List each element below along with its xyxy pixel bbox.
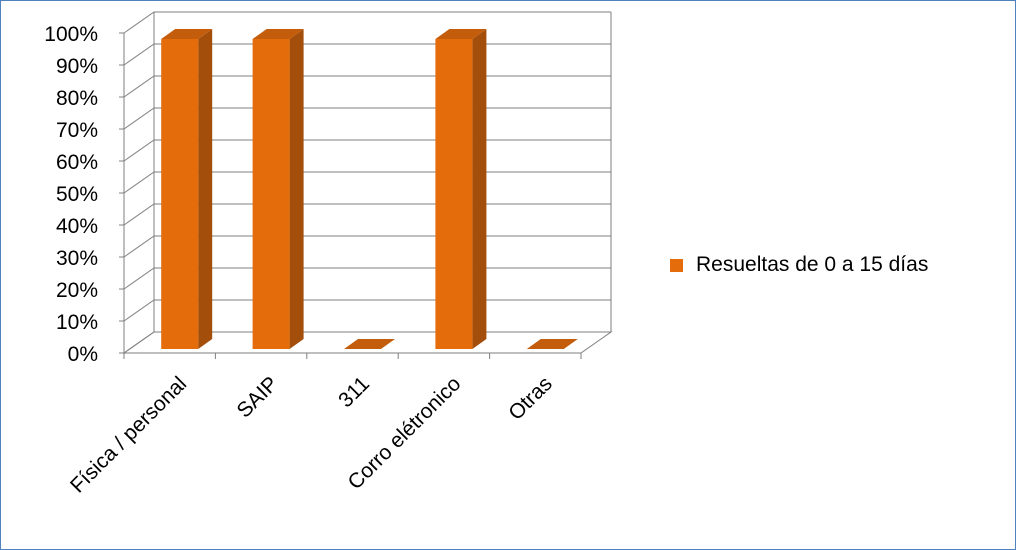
x-tick-label: Física / personal [66,372,191,497]
x-tick-label: Otras [504,372,557,425]
y-tick-label: 90% [56,55,98,78]
bar-top [526,339,578,349]
bar-top [252,29,304,39]
y-tick-label: 30% [56,247,98,270]
legend-swatch [670,258,683,272]
y-tick-label: 20% [56,279,98,302]
bar-side [198,29,213,349]
chart-floor [122,331,613,354]
legend: Resueltas de 0 a 15 días [670,253,928,277]
bar-side [472,29,487,349]
gridline [123,11,611,34]
y-tick-label: 70% [56,119,98,142]
bar [252,39,290,349]
bar-side [289,29,304,349]
bar [161,39,199,349]
bar-top [161,29,213,39]
bar [435,39,473,349]
y-tick-label: 0% [68,343,98,366]
bar-top [435,29,487,39]
y-tick-label: 10% [56,311,98,334]
y-tick-label: 40% [56,215,98,238]
bar-top [344,339,395,349]
x-tick-label: SAIP [233,372,283,422]
x-tick-label: 311 [334,372,374,412]
y-tick-label: 50% [56,183,98,206]
y-tick-label: 60% [56,151,98,174]
legend-label: Resueltas de 0 a 15 días [696,253,929,276]
y-tick-label: 80% [56,87,98,110]
y-tick-label: 100% [44,23,98,46]
